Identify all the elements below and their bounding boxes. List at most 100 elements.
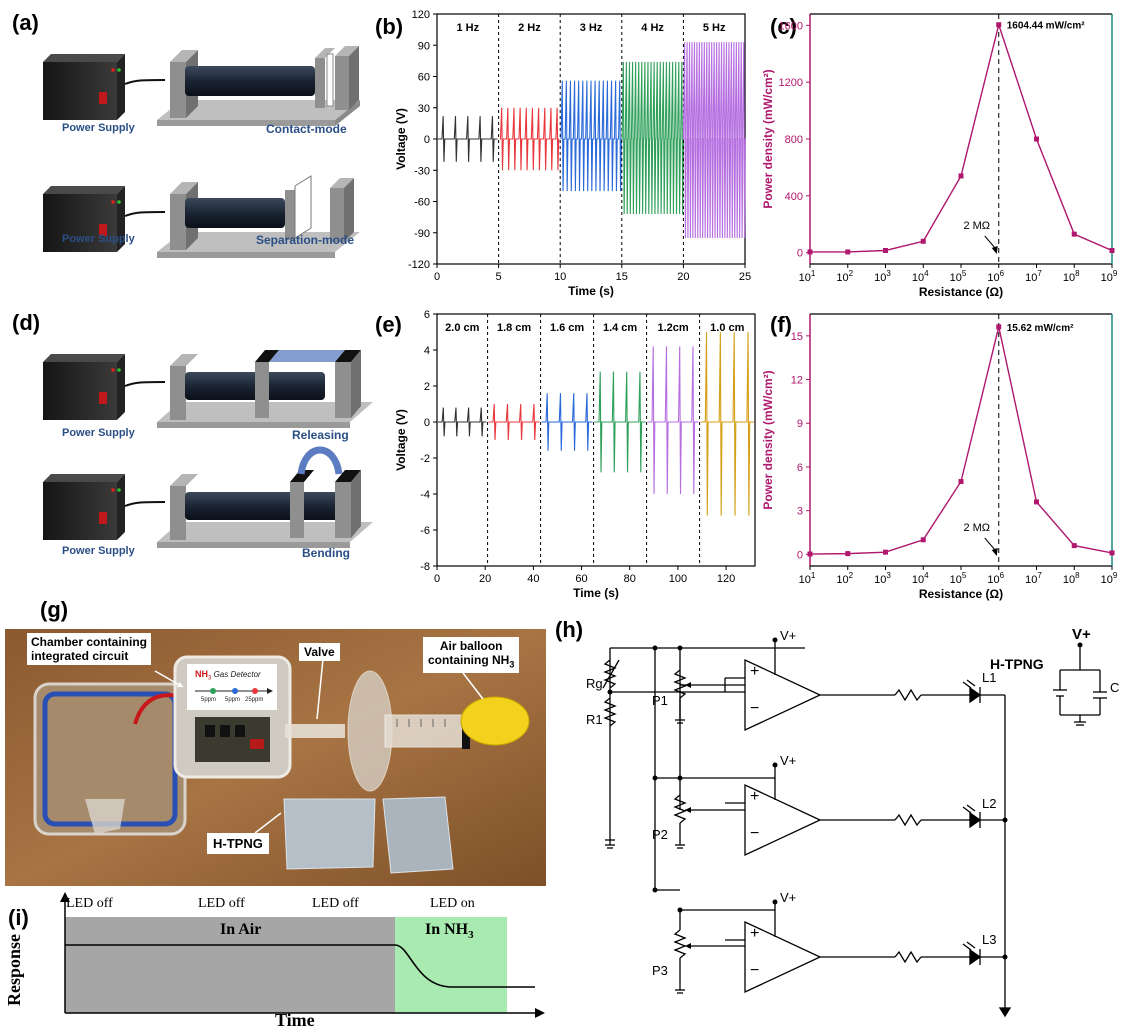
vplus-source: V+ bbox=[1072, 626, 1091, 643]
x-tick-label-1: 102 bbox=[836, 269, 853, 284]
y-tick-label-7: 90 bbox=[418, 40, 430, 52]
y-tick-label-0: -8 bbox=[420, 561, 430, 573]
y-tick-label-1: 400 bbox=[785, 191, 803, 203]
x-tick-label-0: 101 bbox=[799, 269, 816, 284]
state-4: LED on bbox=[430, 896, 475, 911]
data-point-6 bbox=[1034, 499, 1039, 505]
x-tick-label-4: 20 bbox=[677, 271, 689, 283]
x-tick-label-2: 103 bbox=[874, 571, 891, 586]
x-tick-label-5: 100 bbox=[669, 573, 687, 585]
segment-label-5: 1.0 cm bbox=[710, 322, 744, 334]
state-1: LED off bbox=[66, 896, 113, 911]
series-2 bbox=[560, 80, 622, 192]
panel-label-f: (f) bbox=[770, 312, 792, 337]
optimum-marker-label: 2 MΩ bbox=[963, 220, 990, 232]
data-point-3 bbox=[920, 537, 926, 543]
opamp1-minus: − bbox=[750, 700, 760, 717]
x-tick-label-0: 0 bbox=[434, 573, 440, 585]
vplus-1: V+ bbox=[780, 628, 797, 643]
opamp-2 bbox=[725, 765, 1005, 857]
chart-c-power-density: 0 400 800 1200 1600 101 102 103 104 105 106 107 108 1… bbox=[761, 13, 1118, 299]
data-point-8 bbox=[1109, 550, 1115, 556]
opamp2-plus: + bbox=[750, 788, 760, 805]
plot-frame bbox=[436, 313, 756, 567]
detector-tick-3: 25ppm bbox=[245, 697, 264, 703]
x-tick-label-3: 104 bbox=[912, 571, 929, 586]
label-l1: L1 bbox=[982, 670, 997, 685]
panel-label-b: (b) bbox=[375, 14, 404, 39]
label-p3: P3 bbox=[652, 963, 668, 978]
y-tick-label-3: 1200 bbox=[779, 77, 803, 89]
data-point-0 bbox=[807, 551, 813, 557]
y-tick-label-4: 0 bbox=[424, 134, 430, 146]
data-point-5 bbox=[996, 324, 1002, 330]
segment-label-2: 3 Hz bbox=[580, 22, 603, 34]
y-axis-title: Voltage (V) bbox=[394, 409, 408, 471]
series-0 bbox=[438, 407, 487, 437]
y-tick-label-1: -90 bbox=[414, 228, 430, 240]
power-supply-box-d-bottom bbox=[43, 474, 125, 540]
data-point-1 bbox=[845, 249, 851, 255]
detector-tick-2: 5ppm bbox=[225, 697, 241, 703]
x-tick-label-7: 108 bbox=[1063, 571, 1080, 586]
data-point-2 bbox=[883, 549, 888, 555]
x-tick-label-6: 107 bbox=[1025, 269, 1042, 284]
label-power-supply-a2: Power Supply bbox=[62, 233, 135, 245]
segment-label-0: 1 Hz bbox=[456, 22, 479, 34]
label-response: Response bbox=[4, 934, 24, 1007]
x-tick-label-2: 103 bbox=[874, 269, 891, 284]
y-tick-label-3: -2 bbox=[420, 453, 430, 465]
label-releasing: Releasing bbox=[292, 428, 349, 442]
x-tick-label-3: 15 bbox=[616, 271, 628, 283]
peak-annotation: 1604.44 mW/cm² bbox=[1007, 21, 1085, 32]
label-in-air: In Air bbox=[220, 921, 262, 938]
series-1 bbox=[499, 107, 560, 171]
data-point-4 bbox=[958, 173, 964, 179]
series-line bbox=[809, 326, 1113, 555]
htpng-sheet-2 bbox=[382, 796, 454, 874]
segment-label-0: 2.0 cm bbox=[445, 322, 479, 334]
panel-label-h: (h) bbox=[555, 617, 584, 642]
valve-tube bbox=[285, 724, 345, 738]
series-4 bbox=[682, 42, 746, 238]
state-3: LED off bbox=[312, 896, 359, 911]
opamp3-minus: − bbox=[750, 962, 760, 979]
power-supply-box-top bbox=[43, 54, 125, 120]
y-tick-label-1: -6 bbox=[420, 525, 430, 537]
y-tick-label-0: 0 bbox=[797, 549, 803, 561]
label-rg: Rg bbox=[586, 676, 603, 691]
data-point-0 bbox=[807, 249, 813, 255]
panel-a-schematic bbox=[43, 46, 360, 258]
label-p2: P2 bbox=[652, 827, 668, 842]
y-tick-label-0: -120 bbox=[408, 259, 430, 271]
opamp3-plus: + bbox=[750, 925, 760, 942]
series-1 bbox=[488, 403, 540, 441]
x-axis-title: Resistance (Ω) bbox=[919, 285, 1003, 299]
data-point-7 bbox=[1071, 543, 1077, 549]
label-r1: R1 bbox=[586, 712, 603, 727]
opamp-3 bbox=[725, 902, 1005, 994]
y-tick-label-3: 9 bbox=[797, 418, 803, 430]
y-tick-label-4: 1600 bbox=[779, 20, 803, 32]
series-3 bbox=[594, 371, 646, 473]
series-4 bbox=[647, 346, 699, 495]
x-tick-label-3: 104 bbox=[912, 269, 929, 284]
panel-label-d: (d) bbox=[12, 310, 41, 335]
x-tick-label-1: 5 bbox=[496, 271, 502, 283]
y-tick-label-0: 0 bbox=[797, 248, 803, 260]
y-tick-label-2: 6 bbox=[797, 462, 803, 474]
detector-label-card bbox=[187, 664, 277, 710]
y-tick-label-3: -30 bbox=[414, 165, 430, 177]
data-point-5 bbox=[996, 22, 1002, 28]
data-point-6 bbox=[1034, 136, 1039, 142]
x-tick-label-7: 108 bbox=[1063, 269, 1080, 284]
vplus-2: V+ bbox=[780, 753, 797, 768]
x-tick-label-4: 80 bbox=[624, 573, 636, 585]
label-separation-mode: Separation-mode bbox=[256, 233, 355, 247]
label-contact-mode: Contact-mode bbox=[266, 122, 347, 136]
y-axis-title: Power density (mW/cm²) bbox=[761, 370, 775, 509]
label-power-supply-d2: Power Supply bbox=[62, 545, 135, 557]
circuit-diagram bbox=[602, 637, 1107, 1018]
panel-label-c: (c) bbox=[770, 14, 797, 39]
x-tick-label-6: 107 bbox=[1025, 571, 1042, 586]
